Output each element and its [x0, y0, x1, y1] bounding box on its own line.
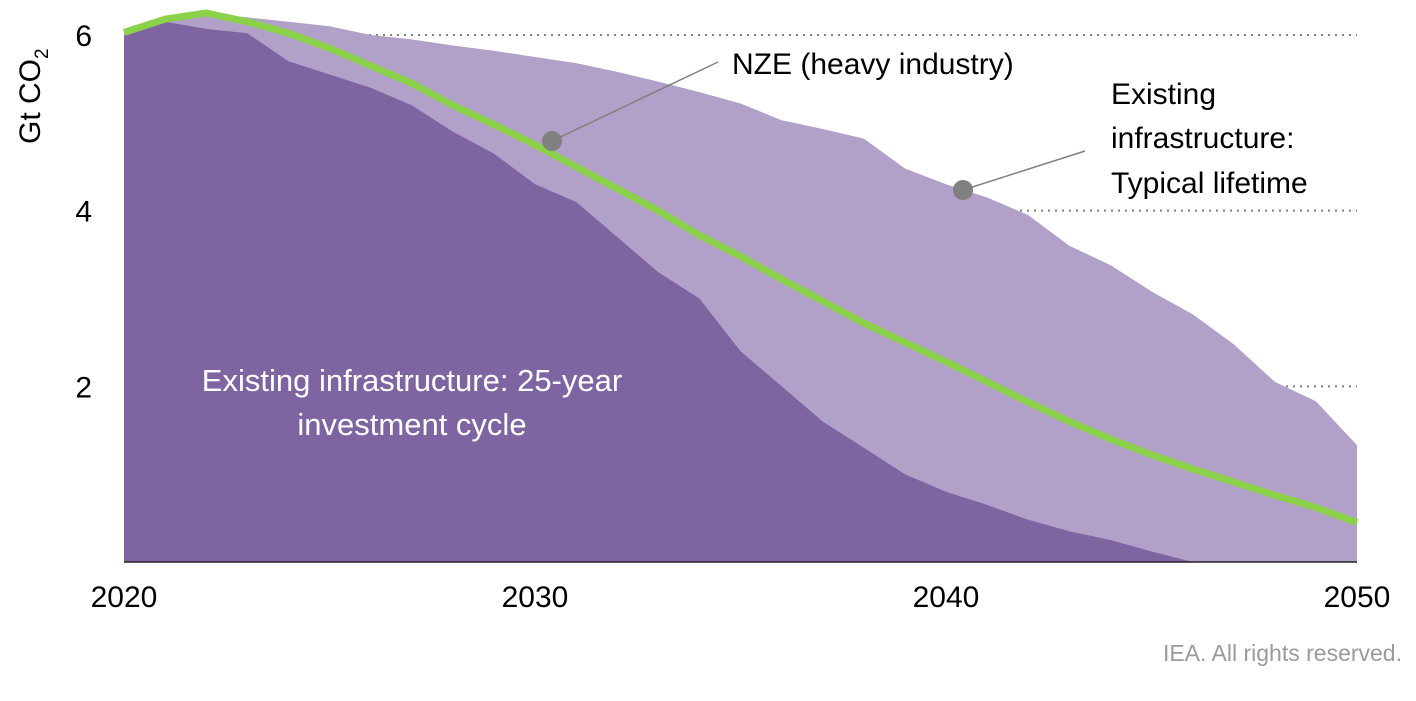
- nze-line: [122, 9, 1359, 526]
- nze-label: NZE (heavy industry): [732, 48, 1014, 81]
- investment-cycle-label-line2: investment cycle: [297, 407, 526, 442]
- x-tick-label-2040: 2040: [913, 581, 980, 614]
- area-series: [124, 13, 1357, 563]
- y-tick-label-6: 6: [75, 20, 92, 53]
- typical-lifetime-label-line1: Existing: [1111, 78, 1216, 111]
- x-tick-labels: 2020 2030 2040 2050: [91, 581, 1391, 614]
- nze-marker: [542, 131, 562, 151]
- y-axis-label: Gt CO2: [14, 48, 53, 144]
- credit-text: IEA. All rights reserved.: [1163, 640, 1402, 666]
- y-tick-label-2: 2: [75, 371, 92, 404]
- typical-lifetime-label-line3: Typical lifetime: [1111, 167, 1308, 200]
- area-25-year-cycle: [124, 21, 1357, 563]
- investment-cycle-label-line1: Existing infrastructure: 25-year: [202, 363, 622, 398]
- y-tick-label-4: 4: [75, 196, 92, 229]
- typical-lifetime-leader-line: [962, 150, 1086, 191]
- line-series: [122, 9, 1359, 526]
- annotations: NZE (heavy industry) Existing infrastruc…: [202, 48, 1308, 442]
- nze-leader-line: [551, 61, 719, 142]
- y-tick-labels: 2 4 6: [75, 20, 92, 404]
- typical-lifetime-label-line2: infrastructure:: [1111, 122, 1294, 155]
- x-tick-label-2030: 2030: [502, 581, 569, 614]
- x-tick-label-2050: 2050: [1324, 581, 1391, 614]
- typical-lifetime-marker: [953, 180, 973, 200]
- x-tick-label-2020: 2020: [91, 581, 158, 614]
